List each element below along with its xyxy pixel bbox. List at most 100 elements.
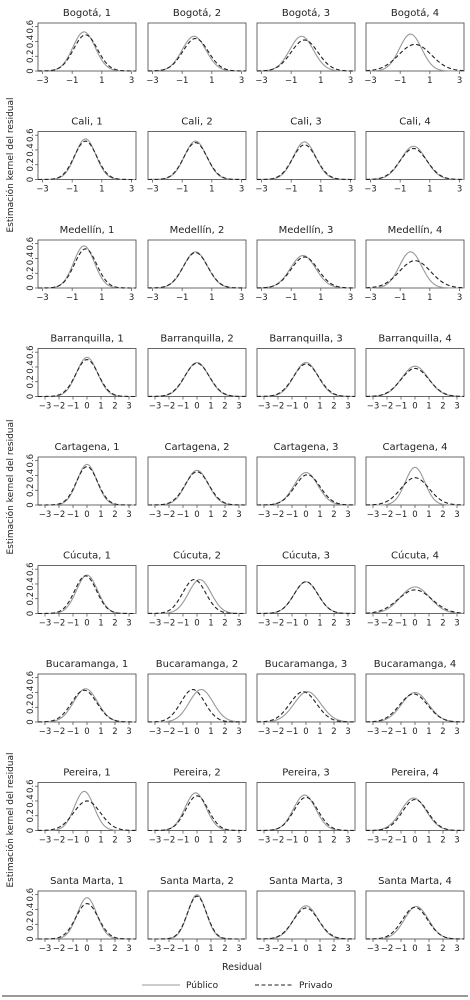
x-tick-label: 0 [194,727,199,737]
x-tick-label: 0 [84,727,89,737]
x-tick-label: 3 [454,510,459,520]
curve-privado [365,589,465,614]
curve-privado [38,466,136,506]
x-tick-label: 0 [303,402,308,412]
curve-privado [366,798,464,832]
y-tick-label: 0 [26,68,36,73]
x-tick-label: −3 [367,944,380,954]
curve-privado [147,37,247,72]
x-tick-label: 0 [84,619,89,629]
y-tick-label: 0 [26,936,36,941]
x-tick-label: 2 [222,510,227,520]
panel-medellín-3: Medellín, 3 −3 −1 1 3 [255,224,356,303]
curve-privado [365,477,465,506]
x-tick-label: 2 [440,727,445,737]
x-tick-label: −1 [67,836,80,846]
x-tick-label: −3 [39,727,52,737]
x-tick-label: −3 [149,727,162,737]
panel-cartagena-3: Cartagena, 3 −3 −2 −1 0 1 2 3 [256,442,356,520]
x-tick-label: 1 [317,510,322,520]
curve-publico [38,138,136,181]
panel-title: Barranquilla, 1 [50,334,123,345]
panel-title: Bogotá, 1 [63,7,111,19]
x-tick-label: −3 [39,510,52,520]
x-tick-label: −3 [258,944,271,954]
x-tick-label: 1 [426,836,431,846]
x-tick-label: −2 [163,944,176,954]
x-tick-label: −3 [39,619,52,629]
y-tick-label: 0.6 [26,237,36,251]
x-tick-label: 1 [98,510,103,520]
x-tick-label: 2 [440,944,445,954]
x-tick-label: −1 [285,76,298,86]
x-tick-label: −1 [177,944,190,954]
panel-frame [147,782,247,831]
legend-publico-label: Público [186,981,219,991]
curve-publico [148,578,246,615]
panel-frame [365,456,465,506]
x-tick-label: −3 [367,402,380,412]
panel-title: Cali, 3 [290,117,321,128]
x-tick-label: 0 [194,836,199,846]
x-tick-label: 1 [209,185,214,195]
panel-frame [256,890,356,940]
x-tick-label: 3 [239,185,244,195]
panel-cúcuta-1: Cúcuta, 100.20.40.6−3 −2 −1 0 1 2 3 [26,550,137,629]
x-tick-label: −2 [163,836,176,846]
curve-privado [147,688,246,723]
panel-santa-marta-3: Santa Marta, 3 −3 −2 −1 0 1 2 3 [256,876,356,954]
x-tick-label: −1 [177,836,190,846]
x-tick-label: 2 [112,510,117,520]
x-tick-label: 0 [194,619,199,629]
panel-title: Cali, 2 [181,117,212,128]
y-tick-label: 0.2 [26,375,36,389]
x-tick-label: 1 [318,185,323,195]
curve-publico [257,581,355,615]
x-tick-label: −1 [394,185,407,195]
curve-publico [365,797,465,832]
panel-cúcuta-3: Cúcuta, 3 −3 −2 −1 0 1 2 3 [256,550,356,629]
x-tick-label: 1 [317,727,322,737]
x-tick-label: 3 [236,836,241,846]
curve-publico [148,469,246,506]
x-tick-label: 2 [331,836,336,846]
panel-title: Santa Marta, 2 [160,876,234,887]
x-tick-label: −3 [39,402,52,412]
x-tick-label: 3 [457,185,462,195]
x-tick-label: 1 [99,293,104,303]
x-tick-label: −2 [272,619,285,629]
x-tick-label: −3 [39,836,52,846]
x-tick-label: 3 [457,76,462,86]
x-tick-label: 3 [126,510,131,520]
curve-publico [366,466,464,506]
panel-title: Pereira, 1 [63,768,111,779]
x-tick-label: −3 [364,185,377,195]
legend: Público Privado [142,981,333,991]
panel-title: Cartagena, 4 [383,442,448,453]
x-tick-label: −1 [395,619,408,629]
x-tick-label: 3 [345,727,350,737]
x-tick-label: 3 [126,944,131,954]
x-tick-label: 1 [209,293,214,303]
panel-santa-marta-4: Santa Marta, 4 −3 −2 −1 0 1 2 3 [365,876,465,954]
x-tick-label: 1 [98,619,103,629]
ylabel-top: Estimación kernel del residual [5,97,16,232]
x-tick-label: −1 [286,510,299,520]
x-tick-label: 1 [427,293,432,303]
x-tick-label: 1 [317,944,322,954]
x-tick-label: −2 [381,944,394,954]
panel-pereira-4: Pereira, 4 −3 −2 −1 0 1 2 3 [365,768,465,846]
panel-bogotá-1: Bogotá, 1 0 0.20.40.6 −3 −1 1 3 [26,7,137,86]
x-tick-label: 2 [440,402,445,412]
ylabel-middle: Estimación kernel del residual [5,419,16,554]
x-tick-label: 1 [318,76,323,86]
x-tick-label: 0 [194,944,199,954]
y-tick-label: 0.4 [26,686,36,700]
x-tick-label: 1 [208,619,213,629]
curve-publico [256,35,355,72]
curve-privado [147,362,247,398]
curve-privado [148,795,246,832]
x-tick-label: 0 [194,510,199,520]
x-tick-label: 3 [345,619,350,629]
